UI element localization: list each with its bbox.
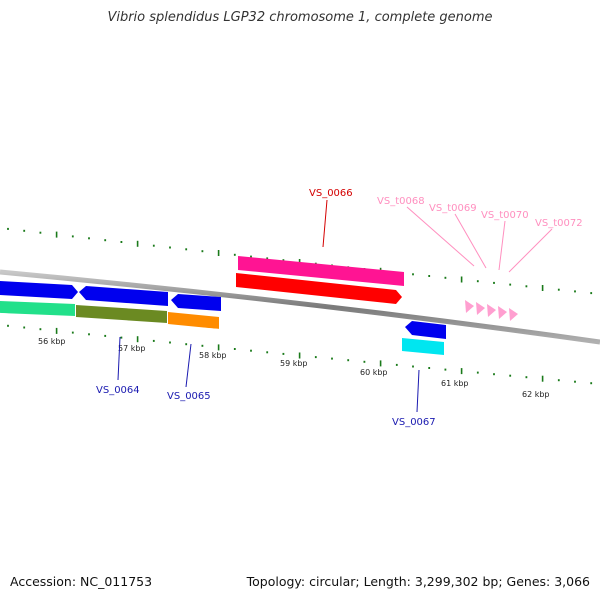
leader-vs0066 [322,199,328,248]
gene-labels: VS_0064 VS_0065 VS_0066 VS_0067 VS_t0068… [96,188,583,428]
feature-blue-064[interactable] [79,286,168,306]
gene-label-vs0067[interactable]: VS_0067 [392,417,436,428]
gene-label-vs-t0069[interactable]: VS_t0069 [429,203,477,214]
leader-vs-t0072 [508,228,553,273]
genome-backbone [0,269,600,345]
scale-label-56: 56 kbp [38,337,66,346]
feature-blue-065[interactable] [171,294,221,311]
map-title: Vibrio splendidus LGP32 chromosome 1, co… [107,10,493,25]
feature-orange-065[interactable] [168,312,219,329]
leader-vs0067 [416,369,420,413]
feature-track-reverse [0,301,446,355]
leader-vs0065 [185,343,192,388]
tick-row-bottom [7,324,593,385]
feature-blue-067[interactable] [405,321,446,339]
leader-lines [117,199,553,413]
scale-label-62: 62 kbp [522,390,550,399]
gene-label-vs0065[interactable]: VS_0065 [167,391,211,402]
trna-arrow-1[interactable] [465,300,474,313]
feature-track-forward [0,256,404,311]
scale-label-57: 57 kbp [118,344,146,353]
feature-blue-left[interactable] [0,281,78,299]
leader-vs-t0068 [406,206,475,267]
scale-label-58: 58 kbp [199,351,227,360]
gene-label-vs0066[interactable]: VS_0066 [309,188,353,199]
feature-olive-064[interactable] [76,305,167,323]
scale-label-59: 59 kbp [280,359,308,368]
feature-highlight [0,312,220,331]
trna-arrows [465,300,518,321]
gene-label-vs-t0072[interactable]: VS_t0072 [535,218,583,229]
scale-labels: 56 kbp 57 kbp 58 kbp 59 kbp 60 kbp 61 kb… [38,337,550,399]
leader-vs0064 [117,336,121,381]
feature-red-066[interactable] [236,273,402,304]
trna-arrow-5[interactable] [509,308,518,321]
feature-green-left[interactable] [0,301,75,316]
trna-arrow-3[interactable] [487,304,496,317]
accession-text: Accession: NC_011753 [10,574,153,589]
leader-vs-t0070 [498,220,506,271]
trna-arrow-4[interactable] [498,306,507,319]
scale-label-61: 61 kbp [441,379,469,388]
scale-label-60: 60 kbp [360,368,388,377]
genome-summary-text: Topology: circular; Length: 3,299,302 bp… [246,574,590,589]
gene-label-vs-t0068[interactable]: VS_t0068 [377,196,425,207]
gene-label-vs-t0070[interactable]: VS_t0070 [481,210,529,221]
feature-pink-066[interactable] [238,256,404,286]
trna-arrow-2[interactable] [476,302,485,315]
feature-cyan-067[interactable] [402,338,444,355]
leader-vs-t0069 [454,213,487,269]
gene-label-vs0064[interactable]: VS_0064 [96,385,140,396]
